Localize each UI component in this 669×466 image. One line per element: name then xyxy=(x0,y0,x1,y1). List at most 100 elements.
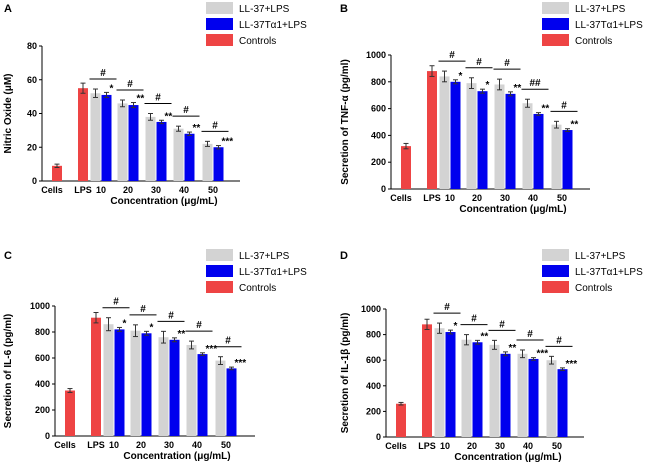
chart-panel-d: D 0 200 400 600 800 1000 Secretion of IL-1β (pg… xyxy=(340,249,643,463)
y-tick-label: 0 xyxy=(381,184,386,194)
category-label: 10 xyxy=(440,441,450,451)
bar-ll37ta1-40 xyxy=(184,133,195,181)
significance-marker: ** xyxy=(137,94,145,105)
bar-ll37-10 xyxy=(434,328,445,437)
bar-ll37-30 xyxy=(145,116,156,181)
significance-marker: ** xyxy=(542,104,550,115)
bar-ll37-50 xyxy=(215,360,226,436)
significance-marker: *** xyxy=(537,349,549,360)
bar-ll37ta1-50 xyxy=(213,147,224,181)
pair-significance-marker: # xyxy=(527,329,533,340)
y-tick-label: 600 xyxy=(366,355,381,365)
significance-marker: * xyxy=(486,80,490,91)
pair-significance-marker: # xyxy=(556,335,562,346)
y-tick-label: 60 xyxy=(27,75,37,85)
y-tick-label: 600 xyxy=(371,104,386,114)
bar-ll37-40 xyxy=(173,128,184,181)
legend-label: LL-37+LPS xyxy=(239,4,290,15)
panel-label: B xyxy=(340,3,348,15)
pair-significance-marker: # xyxy=(113,297,119,308)
pair-significance-marker: # xyxy=(561,100,567,111)
y-tick-label: 800 xyxy=(371,77,386,87)
legend-label: LL-37Tα1+LPS xyxy=(239,267,307,278)
category-label-lps: LPS xyxy=(74,185,92,195)
y-tick-label: 40 xyxy=(27,109,37,119)
bar-ll37ta1-10 xyxy=(450,81,461,189)
x-axis-label: Concentration (μg/mL) xyxy=(454,452,561,463)
pair-significance-marker: # xyxy=(225,336,231,347)
legend-swatch xyxy=(542,2,569,14)
significance-marker: ** xyxy=(571,120,579,131)
category-label: 20 xyxy=(472,193,482,203)
pair-significance-marker: # xyxy=(444,302,450,313)
legend-label: Controls xyxy=(239,283,276,294)
bar-ll37ta1-20 xyxy=(128,105,139,181)
bar-ll37ta1-20 xyxy=(477,91,488,189)
significance-marker: * xyxy=(454,321,458,332)
significance-marker: * xyxy=(150,322,154,333)
y-axis-label: Secretion of TNF-α (pg/ml) xyxy=(340,59,351,185)
bar-ll37-50 xyxy=(202,143,213,181)
category-label: 50 xyxy=(557,193,567,203)
legend-label: LL-37+LPS xyxy=(575,251,626,262)
bar-lps xyxy=(78,88,88,181)
significance-marker: *** xyxy=(206,344,218,355)
y-tick-label: 200 xyxy=(35,405,50,415)
chart-panel-b: B 0 200 400 600 800 1000 Secretion of TNF-α (pg… xyxy=(340,2,643,215)
significance-marker: ** xyxy=(193,123,201,134)
category-label: 10 xyxy=(445,193,455,203)
bar-ll37ta1-30 xyxy=(156,121,167,181)
legend-swatch xyxy=(206,249,233,261)
category-label: 40 xyxy=(179,185,189,195)
category-label: 50 xyxy=(221,440,231,450)
category-label-lps: LPS xyxy=(418,441,436,451)
legend-label: LL-37+LPS xyxy=(239,251,290,262)
category-label: 30 xyxy=(495,441,505,451)
bar-ll37-20 xyxy=(466,83,477,189)
significance-marker: ** xyxy=(509,343,517,354)
panel-label: A xyxy=(4,3,12,15)
category-label-cells: Cells xyxy=(390,193,412,203)
category-label: 20 xyxy=(467,441,477,451)
legend-label: LL-37Tα1+LPS xyxy=(575,20,643,31)
category-label-lps: LPS xyxy=(423,193,441,203)
y-tick-label: 800 xyxy=(366,330,381,340)
bar-ll37ta1-30 xyxy=(169,339,180,436)
bar-ll37-40 xyxy=(522,103,533,189)
y-axis-label: Secretion of IL-6 (pg/ml) xyxy=(3,314,14,428)
bar-ll37ta1-20 xyxy=(472,342,483,437)
bar-ll37ta1-10 xyxy=(114,329,125,436)
category-label: 40 xyxy=(528,193,538,203)
bar-ll37ta1-40 xyxy=(197,354,208,436)
y-tick-label: 0 xyxy=(32,176,37,186)
significance-marker: ** xyxy=(165,111,173,122)
bar-ll37-20 xyxy=(117,103,128,181)
legend-swatch xyxy=(542,18,569,30)
significance-marker: *** xyxy=(222,137,234,148)
bar-ll37-50 xyxy=(551,124,562,189)
category-label: 30 xyxy=(500,193,510,203)
category-label: 20 xyxy=(123,185,133,195)
y-tick-label: 1000 xyxy=(30,301,50,311)
chart-panel-c: C 0 200 400 600 800 1000 Secretion of IL-6 (pg/… xyxy=(3,249,307,462)
x-axis-label: Concentration (μg/mL) xyxy=(110,196,217,207)
bar-lps xyxy=(422,324,432,437)
legend-label: LL-37Tα1+LPS xyxy=(239,20,307,31)
significance-marker: ** xyxy=(481,331,489,342)
legend-swatch xyxy=(542,249,569,261)
bar-ll37ta1-40 xyxy=(528,358,539,437)
y-tick-label: 80 xyxy=(27,41,37,51)
significance-marker: ** xyxy=(514,83,522,94)
bar-ll37ta1-10 xyxy=(445,332,456,437)
pair-significance-marker: # xyxy=(155,93,161,104)
pair-significance-marker: # xyxy=(499,319,505,330)
significance-marker: * xyxy=(459,71,463,82)
pair-significance-marker: # xyxy=(471,314,477,325)
legend-label: Controls xyxy=(239,36,276,47)
bar-ll37-40 xyxy=(186,345,197,436)
pair-significance-marker: # xyxy=(127,79,133,90)
legend-swatch xyxy=(206,281,233,293)
bar-ll37-20 xyxy=(461,339,472,437)
legend-label: Controls xyxy=(575,36,612,47)
